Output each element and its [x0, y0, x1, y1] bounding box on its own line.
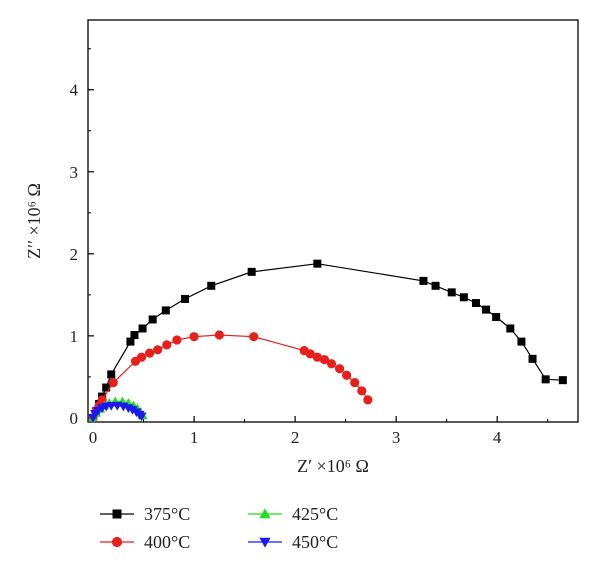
data-point	[172, 335, 181, 344]
x-axis-title: Z′ ×10⁶ Ω	[297, 456, 369, 476]
data-point	[460, 293, 468, 301]
data-point	[107, 370, 115, 378]
legend-marker	[259, 508, 270, 518]
y-axis-title: Z′′ ×10⁶ Ω	[24, 183, 44, 259]
legend-marker	[112, 537, 122, 547]
legend-item: 425°C	[248, 504, 338, 524]
y-tick-label: 4	[70, 81, 79, 100]
x-tick-label: 3	[392, 428, 401, 447]
series-layer	[88, 260, 567, 423]
legend-label: 450°C	[292, 532, 338, 552]
legend-item: 400°C	[100, 532, 190, 552]
data-point	[130, 331, 138, 339]
legend-item: 450°C	[248, 532, 338, 552]
data-point	[327, 359, 336, 368]
x-axis-ticks: 0 1 2 3 4	[89, 416, 548, 447]
data-point	[472, 299, 480, 307]
data-point	[181, 295, 189, 303]
y-tick-label: 3	[70, 163, 79, 182]
data-point	[432, 282, 440, 290]
data-point	[492, 313, 500, 321]
legend-label: 375°C	[144, 504, 190, 524]
series-0	[89, 260, 567, 422]
data-point	[139, 324, 147, 332]
data-point	[529, 355, 537, 363]
data-point	[448, 288, 456, 296]
data-point	[153, 345, 162, 354]
data-point	[559, 376, 567, 384]
data-point	[145, 348, 154, 357]
data-point	[363, 395, 372, 404]
data-point	[207, 282, 215, 290]
x-tick-label: 0	[89, 428, 98, 447]
y-axis-ticks: 0 1 2 3 4	[70, 49, 95, 428]
data-point	[482, 306, 490, 314]
x-tick-label: 4	[493, 428, 502, 447]
data-point	[189, 332, 198, 341]
data-point	[350, 378, 359, 387]
x-tick-label: 2	[291, 428, 300, 447]
legend-marker	[113, 510, 122, 519]
legend-marker	[259, 538, 270, 548]
data-point	[542, 375, 550, 383]
x-tick-label: 1	[190, 428, 199, 447]
y-tick-label: 1	[70, 327, 79, 346]
data-point	[506, 324, 514, 332]
data-point	[137, 353, 146, 362]
data-point	[102, 384, 110, 392]
data-point	[517, 338, 525, 346]
data-point	[357, 386, 366, 395]
legend-label: 425°C	[292, 504, 338, 524]
legend: 375°C 400°C 425°C 450°C	[100, 504, 338, 552]
data-point	[335, 364, 344, 373]
data-point	[162, 306, 170, 314]
legend-label: 400°C	[144, 532, 190, 552]
data-point	[162, 340, 171, 349]
y-tick-label: 0	[70, 409, 79, 428]
data-point	[149, 315, 157, 323]
series-line	[93, 264, 563, 418]
data-point	[313, 260, 321, 268]
data-point	[248, 268, 256, 276]
data-point	[215, 330, 224, 339]
data-point	[249, 332, 258, 341]
data-point	[342, 371, 351, 380]
legend-item: 375°C	[100, 504, 190, 524]
data-point	[419, 277, 427, 285]
data-point	[109, 378, 118, 387]
y-tick-label: 2	[70, 245, 79, 264]
